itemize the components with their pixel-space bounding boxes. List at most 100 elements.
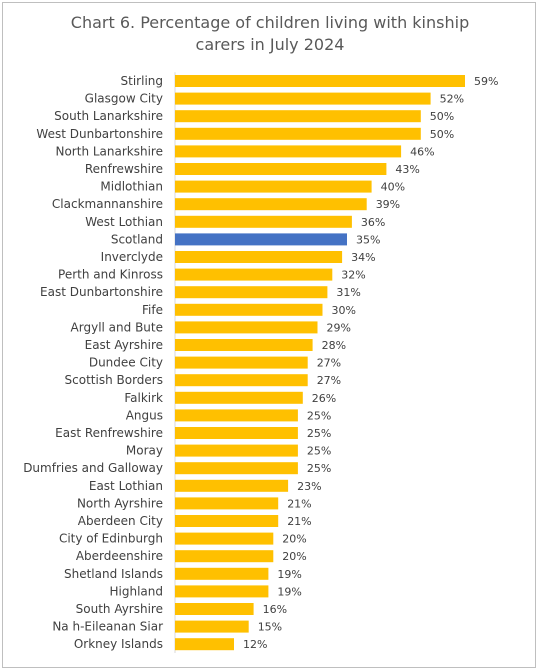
category-label: East Ayrshire (85, 338, 163, 352)
category-label: Highland (110, 584, 164, 598)
data-label: 52% (440, 93, 464, 106)
category-label: North Lanarkshire (55, 144, 163, 158)
category-label: East Renfrewshire (55, 426, 163, 440)
bar-perth-and-kinross (175, 268, 333, 281)
category-label: Falkirk (124, 391, 163, 405)
category-label: Perth and Kinross (58, 268, 163, 282)
data-label: 16% (263, 603, 287, 616)
bar-renfrewshire (175, 163, 387, 175)
data-label: 12% (243, 638, 267, 651)
category-label: Aberdeen City (78, 514, 163, 528)
data-label: 36% (361, 216, 385, 229)
bar-midlothian (175, 180, 372, 193)
bar-east-dunbartonshire (175, 286, 328, 299)
category-label: East Lothian (89, 479, 163, 493)
chart-title-line-1: Chart 6. Percentage of children living w… (70, 13, 470, 32)
data-label: 28% (322, 339, 346, 352)
category-label: South Ayrshire (76, 602, 163, 616)
category-label: Stirling (121, 74, 163, 88)
category-label: Fife (142, 303, 163, 317)
bar-scotland (175, 233, 347, 246)
data-label: 40% (381, 181, 405, 194)
bar-east-renfrewshire (175, 427, 298, 439)
labels-group: Stirling 59% Glasgow City 52% South Lanarksh… (23, 74, 498, 651)
bar-shetland-islands (175, 567, 269, 580)
bar-west-lothian (175, 215, 352, 228)
data-label: 25% (307, 462, 331, 475)
category-label: Argyll and Bute (71, 320, 163, 334)
bar-angus (175, 409, 298, 422)
category-label: Angus (126, 408, 163, 422)
data-label: 20% (282, 533, 306, 546)
category-label: Midlothian (100, 180, 163, 194)
category-label: Inverclyde (101, 250, 163, 264)
bar-fife (175, 303, 323, 316)
data-label: 34% (351, 251, 375, 264)
bar-argyll-and-bute (175, 321, 318, 334)
data-label: 15% (258, 621, 282, 634)
category-label: Glasgow City (85, 92, 163, 106)
category-label: Clackmannanshire (52, 197, 163, 211)
data-label: 25% (307, 409, 331, 422)
data-label: 59% (474, 75, 498, 88)
category-label: West Lothian (85, 215, 163, 229)
category-label: Dundee City (89, 356, 163, 370)
bar-city-of-edinburgh (175, 532, 274, 545)
bar-inverclyde (175, 251, 343, 263)
data-label: 19% (277, 568, 301, 581)
category-label: Shetland Islands (64, 567, 163, 581)
bar-dundee-city (175, 356, 308, 369)
data-label: 30% (332, 304, 356, 317)
category-label: Moray (126, 444, 163, 458)
category-label: Dumfries and Galloway (23, 461, 163, 475)
category-label: West Dunbartonshire (36, 127, 163, 141)
bar-south-ayrshire (175, 603, 254, 615)
data-label: 50% (430, 110, 454, 123)
bar-orkney-islands (175, 638, 234, 651)
data-label: 27% (317, 374, 341, 387)
bar-clackmannanshire (175, 198, 367, 211)
bar-highland (175, 585, 269, 598)
category-label: City of Edinburgh (59, 532, 163, 546)
data-label: 26% (312, 392, 336, 405)
data-label: 19% (277, 585, 301, 598)
bar-east-lothian (175, 479, 289, 492)
data-label: 27% (317, 357, 341, 370)
data-label: 25% (307, 427, 331, 440)
data-label: 23% (297, 480, 321, 493)
category-label: Aberdeenshire (76, 549, 163, 563)
bar-aberdeen-city (175, 515, 279, 527)
bar-moray (175, 444, 298, 457)
bar-aberdeenshire (175, 550, 274, 563)
data-label: 21% (287, 515, 311, 528)
bar-north-ayrshire (175, 497, 279, 510)
data-label: 32% (341, 269, 365, 282)
bar-scottish-borders (175, 374, 308, 387)
bar-south-lanarkshire (175, 110, 421, 123)
data-label: 29% (327, 321, 351, 334)
bar-glasgow-city (175, 92, 431, 105)
bar-dumfries-and-galloway (175, 462, 298, 475)
category-label: East Dunbartonshire (40, 285, 163, 299)
data-label: 25% (307, 445, 331, 458)
category-label: Orkney Islands (74, 637, 163, 651)
category-label: Scotland (111, 232, 163, 246)
data-label: 50% (430, 128, 454, 141)
bars-group (175, 75, 465, 651)
bar-north-lanarkshire (175, 145, 402, 158)
data-label: 39% (376, 198, 400, 211)
chart-title: Chart 6. Percentage of children living w… (0, 12, 540, 56)
bar-falkirk (175, 391, 303, 404)
data-label: 35% (356, 233, 380, 246)
data-label: 43% (395, 163, 419, 176)
chart-title-line-2: carers in July 2024 (195, 35, 345, 54)
data-label: 21% (287, 497, 311, 510)
data-label: 20% (282, 550, 306, 563)
category-label: Renfrewshire (85, 162, 163, 176)
bar-na-h-eileanan-siar (175, 620, 249, 633)
bar-west-dunbartonshire (175, 127, 421, 140)
data-label: 46% (410, 145, 434, 158)
category-label: Scottish Borders (65, 373, 163, 387)
category-label: Na h-Eileanan Siar (52, 620, 163, 634)
